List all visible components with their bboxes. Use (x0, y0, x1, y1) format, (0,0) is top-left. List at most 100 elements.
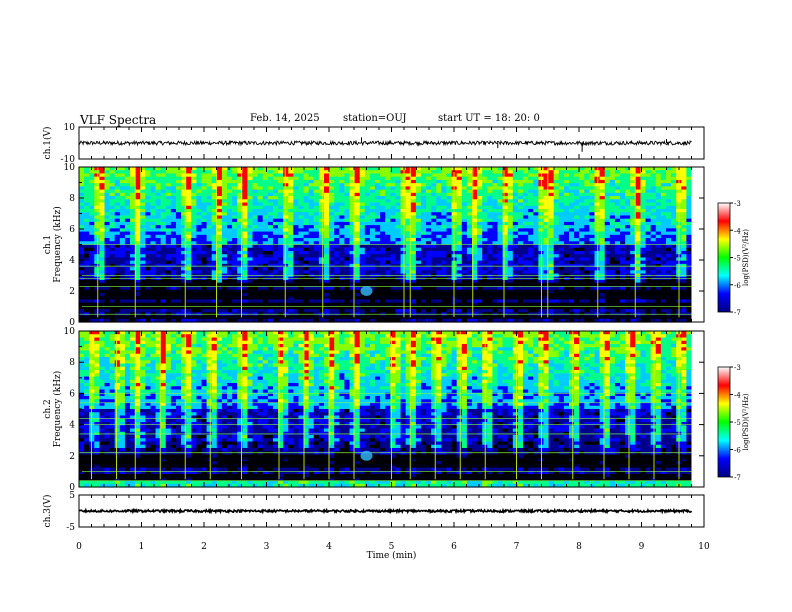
spectrogram-cell (201, 286, 208, 291)
spectrogram-cell (369, 260, 376, 265)
spectrogram-cell (293, 215, 300, 220)
spectrogram-cell (466, 305, 473, 310)
spectrogram-cell (130, 247, 136, 252)
spectrogram-cell (400, 283, 407, 288)
spectrogram-cell (487, 283, 494, 288)
spectrogram-cell (528, 234, 534, 239)
spectrogram-cell (84, 205, 90, 210)
spectrogram-cell (318, 241, 325, 246)
spectrogram-cell (420, 192, 427, 197)
spectrogram-cell (242, 221, 249, 226)
spectrogram-cell (181, 270, 187, 275)
spectrogram-cell (89, 250, 95, 255)
spectrogram-cell (589, 280, 596, 284)
spectrogram-cell (257, 208, 264, 213)
spectrogram-cell (420, 254, 427, 259)
spectrogram-cell (334, 257, 340, 262)
spectrogram-cell (517, 305, 524, 310)
spectrogram-cell (364, 202, 371, 207)
spectrogram-cell (124, 167, 131, 171)
spectrogram-cell (604, 196, 611, 200)
spectrogram-cell (477, 241, 483, 246)
spectrogram-cell (99, 238, 106, 242)
spectrogram-cell (420, 257, 427, 262)
spectrogram-cell (461, 186, 468, 191)
spectrogram-cell (191, 318, 197, 323)
spectrogram-cell (211, 228, 218, 233)
spectrogram-cell (181, 280, 187, 284)
spectrogram-cell (109, 196, 116, 200)
spectrogram-cell (589, 267, 596, 271)
spectrogram-cell (150, 199, 157, 204)
spectrogram-cell (181, 183, 187, 187)
spectrogram-cell (456, 267, 463, 271)
spectrogram-cell (150, 212, 157, 217)
spectrogram-cell (461, 173, 468, 178)
spectrogram-cell (211, 179, 218, 184)
spectrogram-cell (446, 192, 453, 197)
spectrogram-cell (512, 241, 519, 246)
spectrogram-cell (517, 283, 524, 288)
spectrogram-cell (84, 199, 90, 204)
spectrogram-cell (135, 186, 141, 191)
spectrogram-cell (482, 270, 488, 275)
spectrogram-cell (563, 199, 570, 204)
spectrogram-cell (400, 231, 407, 236)
spectrogram-cell (145, 280, 152, 284)
spectrogram-cell (584, 280, 591, 284)
spectrogram-cell (589, 238, 596, 242)
spectrogram-cell (140, 221, 146, 226)
spectrogram-cell (410, 250, 417, 255)
spectrogram-cell (298, 218, 305, 223)
spectrogram-cell (79, 309, 85, 313)
spectrogram-cell (482, 218, 488, 223)
spectrogram-cell (359, 309, 366, 313)
spectrogram-cell (329, 260, 335, 265)
spectrogram-cell (232, 199, 238, 204)
spectrogram-cell (79, 299, 85, 304)
spectrogram-cell (119, 183, 126, 187)
spectrogram-cell (390, 257, 397, 262)
spectrogram-cell (135, 270, 141, 275)
spectrogram-cell (569, 250, 575, 255)
spectrogram-cell (247, 238, 254, 242)
spectrogram-cell (553, 205, 560, 210)
spectrogram-cell (298, 179, 305, 184)
spectrogram-cell (140, 234, 146, 239)
spectrogram-cell (89, 318, 95, 323)
spectrogram-cell (461, 257, 468, 262)
spectrogram-cell (456, 202, 463, 207)
spectrogram-cell (232, 192, 238, 197)
spectrogram-cell (262, 267, 269, 271)
spectrogram-cell (165, 238, 172, 242)
spectrogram-cell (574, 305, 580, 310)
spectrogram-cell (558, 215, 565, 220)
spectrogram-cell (344, 309, 351, 313)
spectrogram-cell (604, 257, 611, 262)
spectrogram-cell (339, 257, 346, 262)
spectrogram-cell (436, 280, 442, 284)
spectrogram-cell (543, 173, 550, 178)
spectrogram-cell (84, 167, 90, 171)
spectrogram-cell (298, 183, 305, 187)
spectrogram-cell (308, 215, 315, 220)
spectrogram-cell (181, 244, 187, 249)
spectrogram-cell (584, 286, 591, 291)
spectrogram-cell (130, 221, 136, 226)
spectrogram-cell (170, 208, 177, 213)
spectrogram-cell (523, 244, 529, 249)
spectrogram-cell (410, 170, 417, 175)
spectrogram-cell (431, 167, 437, 171)
spectrogram-cell (293, 238, 300, 242)
spectrogram-cell (283, 260, 289, 265)
spectrogram-cell (160, 270, 167, 275)
spectrogram-cell (344, 205, 351, 210)
spectrogram-cell (563, 267, 570, 271)
spectrogram-cell (288, 170, 294, 175)
spectrogram-cell (308, 270, 315, 275)
spectrogram-cell (324, 167, 330, 171)
spectrogram-cell (191, 205, 197, 210)
spectrogram-cell (114, 221, 121, 226)
spectrogram-cell (482, 225, 488, 229)
spectrogram-cell (242, 225, 249, 229)
